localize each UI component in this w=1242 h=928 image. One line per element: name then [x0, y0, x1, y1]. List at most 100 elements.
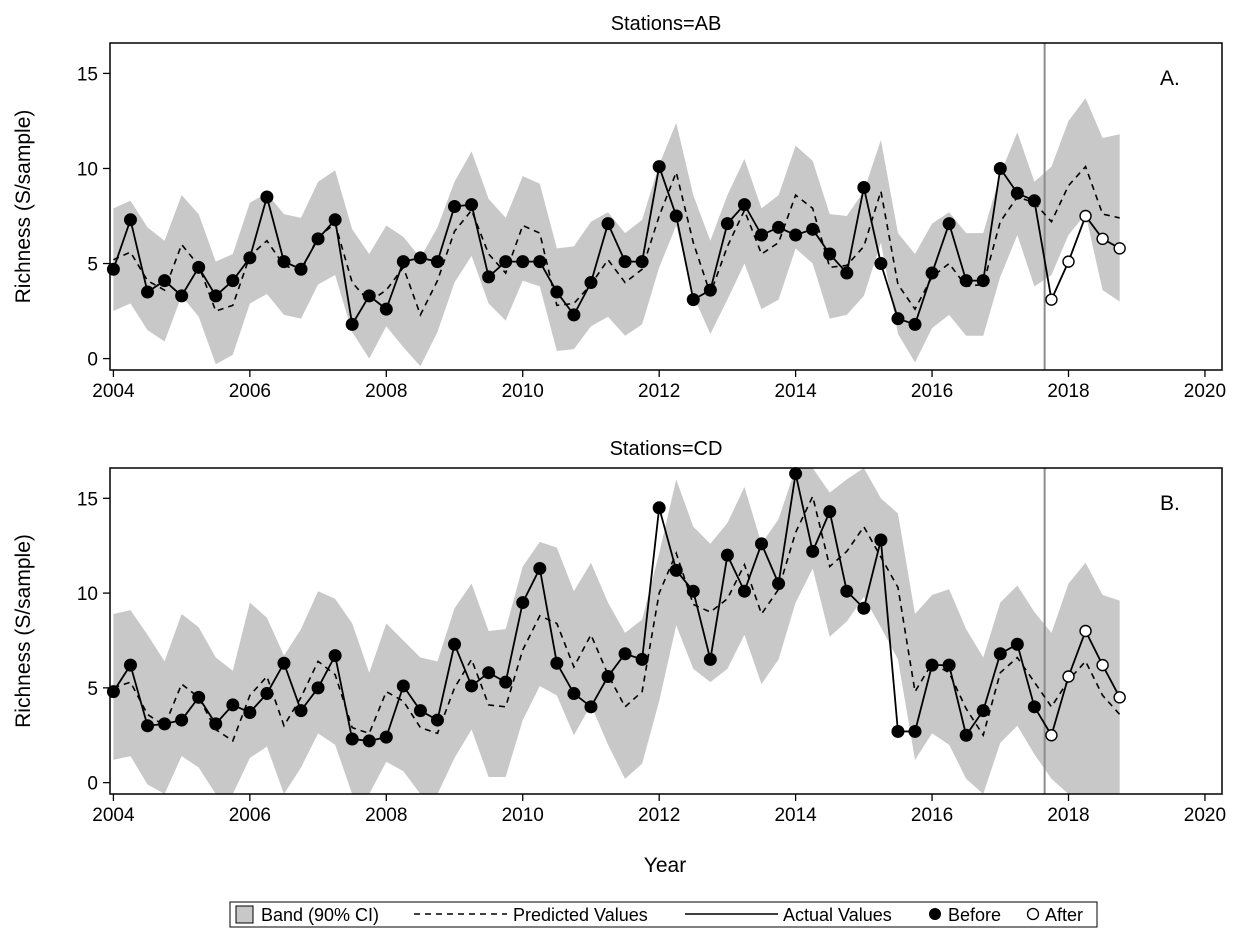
legend-band-label: Band (90% CI) — [261, 905, 379, 925]
before-point — [635, 652, 649, 666]
x-tick-label: 2014 — [774, 805, 817, 826]
before-point — [345, 732, 359, 746]
x-tick-label: 2010 — [502, 805, 544, 826]
legend-frame — [229, 901, 1098, 928]
before-point — [516, 255, 530, 269]
before-point — [499, 255, 513, 269]
before-point — [430, 255, 444, 269]
after-point — [1045, 729, 1058, 742]
x-tick-label: 2020 — [1184, 805, 1226, 826]
before-point — [413, 251, 427, 265]
before-point — [703, 283, 717, 297]
y-axis-label: Richness (S/sample) — [12, 534, 35, 728]
before-point — [430, 713, 444, 727]
before-point — [720, 217, 734, 231]
x-tick-label: 2006 — [229, 381, 271, 402]
legend-after-label: After — [1045, 905, 1083, 925]
x-tick-label: 2004 — [92, 805, 135, 826]
before-point — [243, 706, 257, 719]
x-tick-label: 2014 — [774, 381, 817, 402]
before-point — [618, 255, 632, 269]
y-tick-label: 10 — [77, 584, 98, 605]
before-point — [141, 719, 155, 733]
before-point — [1027, 194, 1041, 208]
before-point — [226, 274, 240, 288]
before-point — [328, 213, 342, 227]
before-point — [448, 637, 462, 651]
before-point — [482, 666, 496, 680]
before-point — [993, 647, 1007, 661]
plot-frame — [109, 467, 1223, 795]
before-point — [567, 687, 581, 701]
before-point — [959, 728, 973, 742]
before-point — [175, 289, 189, 303]
before-point — [396, 679, 410, 693]
panel-title: Stations=AB — [611, 13, 722, 35]
before-point — [379, 302, 393, 316]
before-point — [499, 675, 513, 689]
x-tick-label: 2018 — [1047, 805, 1089, 826]
x-axis-label: Year — [644, 854, 686, 877]
before-point — [772, 220, 786, 234]
ci-band — [113, 468, 1120, 794]
x-tick-label: 2008 — [365, 805, 407, 826]
before-point — [277, 656, 291, 670]
before-point — [533, 561, 547, 575]
before-point — [209, 717, 223, 731]
before-point — [396, 255, 410, 269]
before-point — [465, 198, 479, 212]
after-point — [1079, 624, 1092, 638]
before-point — [806, 222, 820, 236]
before-point — [277, 255, 291, 269]
before-point — [823, 505, 837, 519]
before-point — [669, 563, 683, 577]
before-point — [601, 217, 615, 231]
y-tick-label: 10 — [77, 159, 98, 180]
after-point — [1062, 255, 1075, 268]
legend: Band (90% CI) Predicted Values Actual Va… — [229, 901, 1098, 928]
before-point — [1010, 637, 1024, 651]
before-point — [840, 584, 854, 598]
before-point — [959, 274, 973, 288]
plot-frame — [109, 42, 1223, 371]
before-point — [448, 200, 462, 213]
legend-after-marker — [1026, 907, 1040, 921]
before-point — [737, 584, 751, 598]
before-point — [106, 262, 120, 276]
before-point — [362, 289, 376, 303]
before-point — [1027, 700, 1041, 714]
legend-predicted-label: Predicted Values — [513, 905, 648, 925]
before-point — [789, 228, 803, 242]
x-tick-label: 2010 — [502, 381, 544, 402]
y-tick-label: 5 — [87, 255, 98, 276]
before-point — [840, 266, 854, 280]
x-tick-label: 2020 — [1184, 381, 1226, 402]
before-point — [158, 274, 172, 288]
before-point — [703, 652, 717, 666]
before-point — [294, 704, 308, 718]
before-point — [209, 289, 223, 303]
before-point — [106, 685, 120, 699]
before-point — [993, 161, 1007, 175]
before-point — [874, 257, 888, 271]
x-tick-label: 2016 — [911, 381, 953, 402]
before-point — [755, 228, 769, 242]
before-point — [123, 213, 137, 227]
before-point — [925, 266, 939, 280]
before-point — [669, 209, 683, 223]
before-point — [192, 260, 206, 274]
before-point — [925, 658, 939, 672]
x-tick-label: 2016 — [911, 805, 953, 826]
before-point — [175, 713, 189, 727]
before-point — [465, 679, 479, 693]
panel-letter: A. — [1160, 67, 1180, 90]
before-point — [635, 255, 649, 269]
x-tick-label: 2008 — [365, 381, 407, 402]
y-tick-label: 15 — [77, 64, 98, 85]
legend-before-label: Before — [948, 905, 1001, 925]
before-point — [328, 649, 342, 663]
before-point — [192, 690, 206, 704]
ci-band — [113, 98, 1120, 367]
before-point — [908, 317, 922, 331]
before-point — [516, 596, 530, 610]
